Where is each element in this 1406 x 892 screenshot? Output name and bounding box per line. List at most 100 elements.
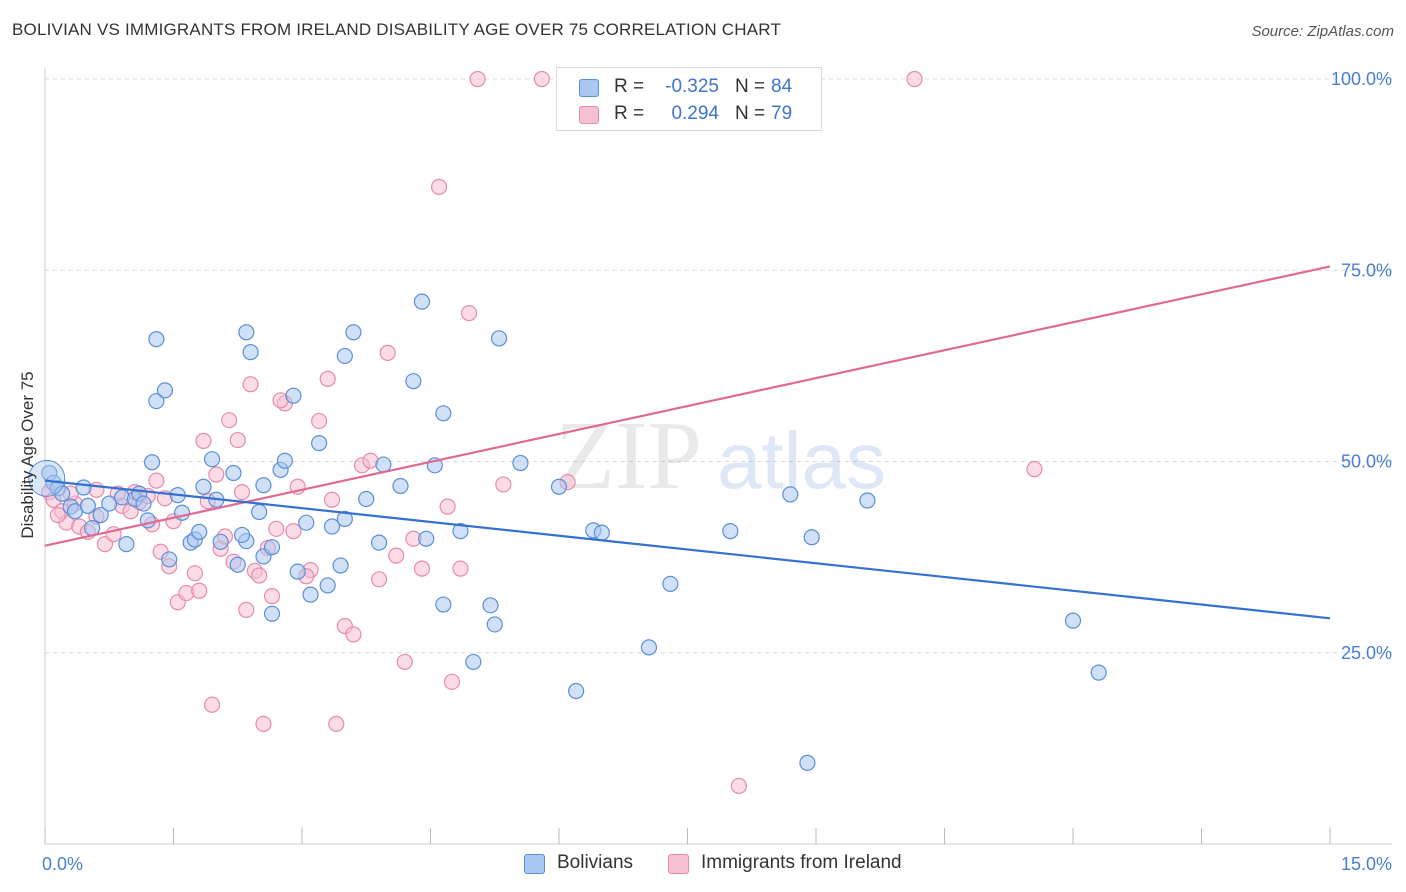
bolivian-point xyxy=(251,503,268,521)
y-tick-label: 25.0% xyxy=(1341,643,1392,663)
ireland-point xyxy=(229,431,246,449)
ireland-trend-line xyxy=(44,265,1331,547)
ireland-point xyxy=(396,653,413,671)
bolivian-cluster-point xyxy=(28,459,66,497)
bolivian-point xyxy=(371,534,388,551)
y-tick-label: 100.0% xyxy=(1331,69,1392,89)
watermark-atlas: atlas xyxy=(717,416,886,505)
bolivian-point xyxy=(195,478,212,495)
legend-r-label: R = xyxy=(614,103,645,124)
bolivian-point xyxy=(233,526,251,544)
legend-n-value: 84 xyxy=(771,76,793,97)
ireland-point xyxy=(413,560,431,577)
bolivian-point xyxy=(135,495,152,512)
legend-label: Bolivians xyxy=(557,852,634,873)
bolivian-point xyxy=(512,454,529,472)
tick-labels: 25.0% 50.0% 75.0% 100.0% 0.0% 15.0% xyxy=(42,69,1392,874)
legend-swatch-blue xyxy=(524,854,545,874)
ireland-point xyxy=(238,601,255,619)
ireland-point xyxy=(906,70,923,88)
bolivian-point xyxy=(345,324,362,341)
legend-swatch-pink xyxy=(579,106,599,124)
source-label: Source: ZipAtlas.com xyxy=(1251,23,1394,40)
bolivian-point xyxy=(803,529,820,546)
bolivian-point xyxy=(782,486,799,503)
y-tick-label: 75.0% xyxy=(1341,260,1392,280)
bolivian-point xyxy=(255,477,272,494)
legend-label: Immigrants from Ireland xyxy=(701,852,902,873)
bolivian-point xyxy=(486,616,503,633)
bolivian-point xyxy=(79,497,96,514)
bolivian-point xyxy=(75,479,92,496)
bolivian-point xyxy=(191,523,208,540)
legend-row-bolivians: R = -0.325 N = 84 xyxy=(557,74,821,100)
bolivian-point xyxy=(238,324,255,341)
bolivian-point xyxy=(203,451,221,468)
ireland-point xyxy=(319,370,336,387)
ireland-point xyxy=(1026,461,1043,478)
ireland-point xyxy=(186,565,204,582)
watermark: ZIP atlas xyxy=(555,402,886,510)
bolivian-point xyxy=(54,485,71,502)
ireland-point xyxy=(195,432,212,449)
bolivian-point xyxy=(568,682,585,700)
legend-swatch-blue xyxy=(579,79,599,97)
ireland-point xyxy=(251,567,268,584)
axes xyxy=(44,68,1392,845)
x-tick-label: 0.0% xyxy=(42,854,83,874)
bolivian-point xyxy=(418,530,435,547)
bolivian-point xyxy=(143,454,161,471)
bolivian-point xyxy=(323,518,341,535)
bolivian-point xyxy=(405,373,422,390)
ireland-point xyxy=(285,523,302,540)
ireland-point xyxy=(469,70,486,88)
bolivian-point xyxy=(336,510,353,527)
ireland-point xyxy=(233,484,251,501)
bolivian-point xyxy=(722,523,739,540)
watermark-zip: ZIP xyxy=(555,402,702,510)
ireland-point xyxy=(255,715,272,732)
bolivian-points xyxy=(28,293,1107,772)
bolivian-point xyxy=(1090,664,1107,681)
bolivian-point xyxy=(482,597,499,614)
series-legend: Bolivians Immigrants from Ireland xyxy=(0,851,1406,877)
bolivian-point xyxy=(161,551,178,568)
bolivian-point xyxy=(358,490,375,508)
grid-lines xyxy=(45,78,1392,654)
ireland-point xyxy=(443,673,461,690)
ireland-point xyxy=(345,626,362,643)
ireland-point xyxy=(208,466,225,483)
ireland-point xyxy=(452,560,469,577)
ireland-point xyxy=(268,520,285,537)
bolivian-point xyxy=(92,506,109,524)
bolivian-point xyxy=(148,331,165,348)
ireland-point xyxy=(495,476,512,493)
bolivian-point xyxy=(662,575,679,593)
legend-row-ireland: R = 0.294 N = 79 xyxy=(557,101,821,127)
bolivian-point xyxy=(276,452,293,469)
bolivian-point xyxy=(336,347,353,365)
ireland-point xyxy=(263,588,281,605)
correlation-legend: R = -0.325 N = 84 R = 0.294 N = 79 xyxy=(556,67,822,131)
ireland-point xyxy=(203,696,221,713)
ireland-point xyxy=(242,376,259,393)
ireland-point xyxy=(460,304,478,322)
bolivian-point xyxy=(118,536,135,553)
ireland-point xyxy=(311,412,328,430)
bolivian-point xyxy=(319,577,336,594)
legend-swatch-pink xyxy=(668,854,689,874)
bolivian-point xyxy=(640,639,658,656)
x-tick-label: 15.0% xyxy=(1341,854,1392,874)
bolivian-point xyxy=(311,435,328,452)
ireland-point xyxy=(379,344,396,361)
legend-r-value: 0.294 xyxy=(671,103,719,124)
bolivian-point xyxy=(465,653,482,671)
bolivian-point xyxy=(298,514,315,531)
legend-r-label: R = xyxy=(614,76,645,97)
bolivian-point xyxy=(435,405,452,422)
y-axis-label: Disability Age Over 75 xyxy=(18,371,37,538)
legend-n-label: N = xyxy=(735,103,766,124)
bolivian-point xyxy=(289,563,306,580)
ireland-point xyxy=(191,582,208,599)
bolivian-point xyxy=(332,557,349,574)
